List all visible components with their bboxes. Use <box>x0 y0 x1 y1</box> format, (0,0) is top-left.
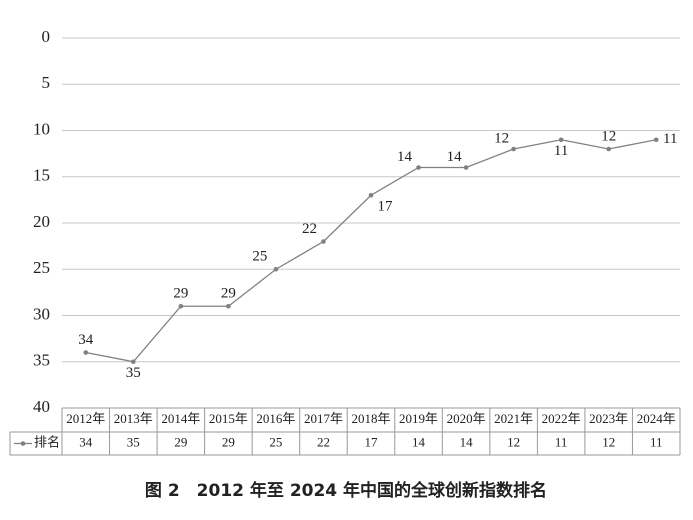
data-point <box>463 165 469 170</box>
legend-marker <box>20 441 26 446</box>
y-tick-label: 5 <box>42 73 51 92</box>
data-point <box>558 137 564 143</box>
table-value: 35 <box>127 434 140 449</box>
table-value: 25 <box>269 434 282 449</box>
table-value: 22 <box>317 434 330 449</box>
data-label: 35 <box>126 365 141 381</box>
y-tick-label: 0 <box>42 27 51 46</box>
table-value: 14 <box>460 434 474 449</box>
data-label: 12 <box>601 128 616 144</box>
table-value: 17 <box>365 434 379 449</box>
series-line <box>85 139 657 363</box>
data-point <box>226 303 231 309</box>
x-tick-label: 2020年 <box>447 411 486 426</box>
table-value: 12 <box>507 434 520 449</box>
y-tick-label: 35 <box>33 351 50 370</box>
y-tick-label: 30 <box>33 304 50 323</box>
data-point <box>321 239 326 244</box>
data-point <box>653 137 659 143</box>
data-label: 12 <box>494 130 509 146</box>
table-value: 29 <box>174 434 187 449</box>
data-label: 14 <box>397 149 413 165</box>
y-tick-label: 40 <box>33 397 50 416</box>
data-label: 17 <box>378 199 394 215</box>
data-point <box>178 303 184 309</box>
data-point <box>131 359 136 365</box>
y-tick-label: 15 <box>33 166 50 185</box>
x-tick-label: 2023年 <box>589 411 628 426</box>
data-label: 29 <box>173 286 188 302</box>
x-tick-label: 2024年 <box>637 411 676 426</box>
table-value: 11 <box>555 434 568 449</box>
table-value: 12 <box>602 434 615 449</box>
data-point <box>416 165 421 170</box>
x-tick-label: 2013年 <box>114 411 153 426</box>
data-label: 34 <box>78 332 94 348</box>
x-tick-label: 2017年 <box>304 411 343 426</box>
data-point <box>83 350 89 355</box>
data-label: 11 <box>663 131 677 147</box>
data-label: 14 <box>447 149 463 165</box>
y-tick-label: 25 <box>33 258 50 277</box>
x-tick-label: 2012年 <box>66 411 105 426</box>
data-point <box>606 146 611 152</box>
data-label: 22 <box>302 221 317 237</box>
x-tick-label: 2018年 <box>351 411 390 426</box>
table-value: 11 <box>650 434 663 449</box>
x-tick-label: 2021年 <box>494 411 533 426</box>
data-label: 11 <box>554 143 568 159</box>
data-label: 29 <box>221 286 236 302</box>
x-tick-label: 2015年 <box>209 411 248 426</box>
x-tick-label: 2022年 <box>542 411 581 426</box>
data-point <box>511 146 516 152</box>
table-value: 29 <box>222 434 235 449</box>
table-value: 34 <box>79 434 93 449</box>
legend-label: 排名 <box>34 434 60 449</box>
x-tick-label: 2019年 <box>399 411 438 426</box>
data-point <box>273 266 279 272</box>
data-point <box>368 192 374 198</box>
chart-title: 图 2 2012 年至 2024 年中国的全球创新指数排名 <box>145 480 547 501</box>
table-value: 14 <box>412 434 426 449</box>
y-tick-label: 10 <box>33 119 50 138</box>
x-tick-label: 2014年 <box>161 411 200 426</box>
data-label: 25 <box>252 249 267 265</box>
y-tick-label: 20 <box>33 212 50 231</box>
x-tick-label: 2016年 <box>256 411 295 426</box>
